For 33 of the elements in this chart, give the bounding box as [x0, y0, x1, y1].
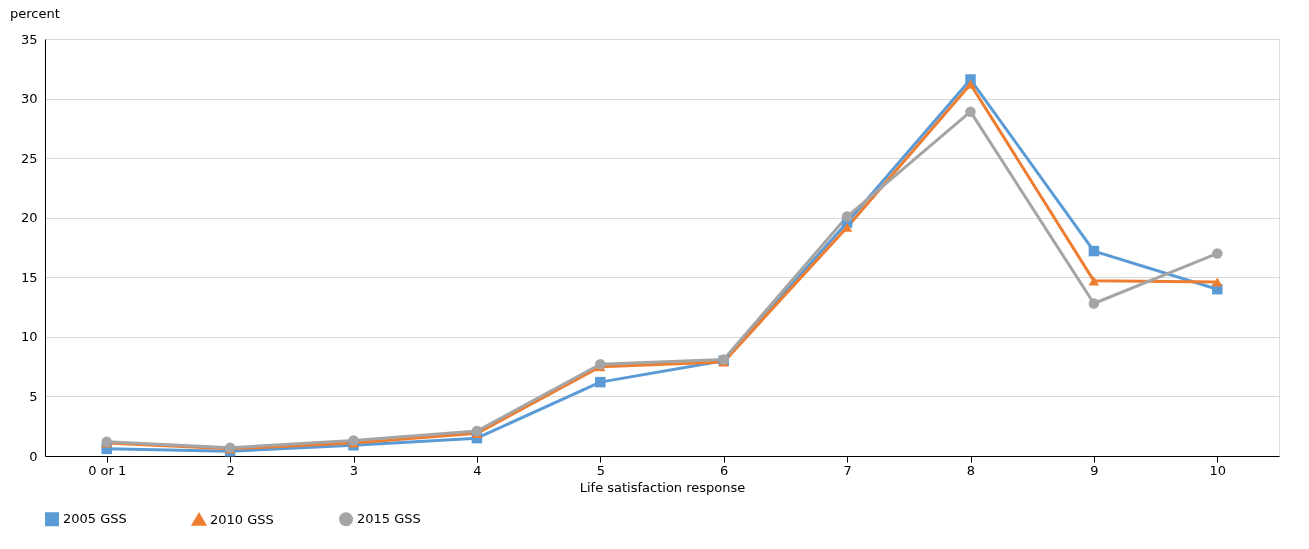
x-tick-label: 5 — [596, 462, 605, 478]
x-axis-title: Life satisfaction response — [579, 479, 746, 495]
legend-label: 2015 GSS — [357, 511, 421, 527]
legend-label: 2005 GSS — [63, 511, 127, 527]
y-tick-label: 5 — [29, 388, 38, 404]
x-tick-label: 6 — [720, 462, 729, 478]
x-tick-label: 9 — [1090, 462, 1099, 478]
y-tick-label: 20 — [20, 210, 38, 226]
y-tick-label: 25 — [20, 150, 38, 166]
y-tick-label: 10 — [20, 329, 38, 345]
point — [841, 211, 853, 222]
x-tick-label: 2 — [226, 462, 235, 478]
x-tick-label: 10 — [1209, 462, 1227, 478]
y-tick-label: 0 — [29, 448, 38, 464]
point — [1088, 298, 1100, 309]
point — [1212, 277, 1223, 287]
point — [965, 106, 976, 117]
y-axis-title: percent — [10, 6, 60, 21]
point — [1088, 276, 1100, 286]
x-tick-label: 8 — [966, 462, 976, 478]
point — [1212, 248, 1223, 259]
point — [965, 79, 976, 89]
point — [595, 376, 606, 388]
x-tick-label: 0 or 1 — [88, 462, 127, 478]
point — [1088, 245, 1100, 257]
x-tick-label: 7 — [843, 462, 852, 478]
y-tick-label: 15 — [20, 269, 38, 285]
point — [841, 222, 853, 232]
x-tick-label: 3 — [349, 462, 359, 478]
x-tick-label: 4 — [473, 462, 482, 478]
legend-label: 2010 GSS — [210, 511, 274, 527]
y-tick-label: 35 — [20, 31, 38, 47]
y-tick-label: 30 — [20, 91, 38, 107]
